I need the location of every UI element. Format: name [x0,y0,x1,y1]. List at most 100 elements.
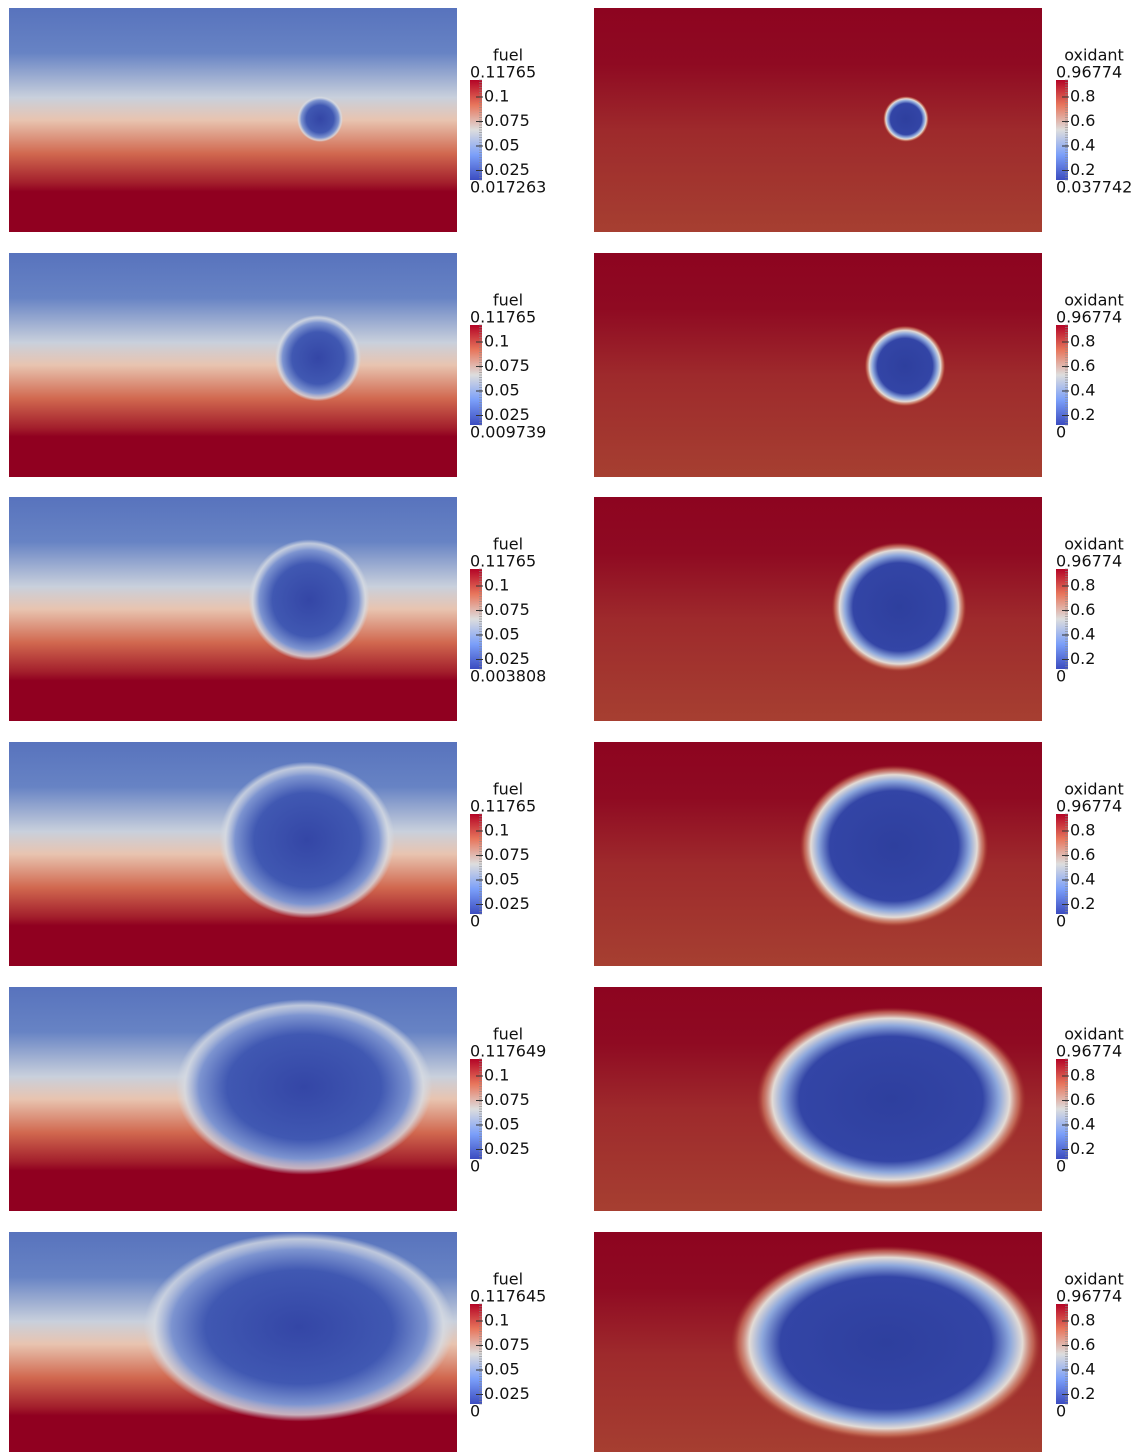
colorbar-max: 0.96774 [1056,797,1122,816]
colorbar-max: 0.11765 [470,797,536,816]
colorbar-max: 0.117645 [470,1287,546,1306]
colorbar-tick-label: 0.2 [1070,160,1095,179]
colorbar-tick-label: 0.2 [1070,649,1095,668]
colorbar-max: 0.96774 [1056,1287,1122,1306]
colorbar-tick-label: 0.6 [1070,845,1095,864]
colorbar-tick-label: 0.1 [484,87,509,106]
colorbar-tick-label: 0.6 [1070,600,1095,619]
colorbar-tick-label: 0.4 [1070,1115,1095,1134]
colorbar-tick-label: 0.025 [484,894,530,913]
colorbar-min: 0.009739 [470,423,546,442]
colorbar-tick-label: 0.075 [484,1090,530,1109]
colorbar-tick-label: 0.6 [1070,111,1095,130]
colorbar-min: 0 [1056,423,1066,442]
colorbar-tick-label: 0.075 [484,111,530,130]
colorbar-max: 0.117649 [470,1042,546,1061]
oxidant-bubble [831,542,967,672]
oxidant-bubble [883,96,929,142]
colorbar-tick-label: 0.1 [484,1066,509,1085]
colorbar-tick-label: 0.025 [484,649,530,668]
colorbar-title: fuel [493,780,523,799]
colorbar-title: fuel [493,1025,523,1044]
colorbar-title: fuel [493,1270,523,1289]
colorbar-tick-label: 0.05 [484,870,520,889]
colorbar-tick-label: 0.8 [1070,576,1095,595]
colorbar-tick-label: 0.075 [484,1335,530,1354]
colorbar-tick-label: 0.6 [1070,356,1095,375]
colorbar-tick-label: 0.05 [484,1115,520,1134]
oxidant-field [594,497,1042,721]
oxidant-bubble [756,1007,1026,1191]
colorbar-tick-label: 0.05 [484,1360,520,1379]
colorbar-tick-label: 0.2 [1070,894,1095,913]
colorbar-title: oxidant [1064,291,1124,310]
colorbar-tick-label: 0.4 [1070,136,1095,155]
colorbar-title: oxidant [1064,1025,1124,1044]
colorbar-min: 0.003808 [470,667,546,686]
colorbar-max: 0.96774 [1056,552,1122,571]
colorbar-max: 0.96774 [1056,308,1122,327]
colorbar-tick-label: 0.1 [484,332,509,351]
colorbar-max: 0.96774 [1056,1042,1122,1061]
fuel-bubble [219,761,395,919]
colorbar-max: 0.11765 [470,308,536,327]
colorbar-tick-label: 0.05 [484,136,520,155]
colorbar-tick-label: 0.025 [484,160,530,179]
colorbar-tick-label: 0.1 [484,1311,509,1330]
colorbar-max: 0.11765 [470,552,536,571]
fuel-bubble [248,539,370,661]
colorbar-tick-label: 0.8 [1070,1066,1095,1085]
colorbar-tick-label: 0.8 [1070,821,1095,840]
colorbar-tick-label: 0.075 [484,356,530,375]
colorbar-title: fuel [493,46,523,65]
colorbar-tick-label: 0.025 [484,1384,530,1403]
colorbar-tick-label: 0.1 [484,821,509,840]
oxidant-field [594,253,1042,477]
colorbar-max: 0.11765 [470,63,536,82]
colorbar-min: 0 [1056,912,1066,931]
fuel-field [9,8,457,232]
colorbar-max: 0.96774 [1056,63,1122,82]
colorbar-tick-label: 0.4 [1070,381,1095,400]
colorbar-min: 0 [470,1157,480,1176]
fuel-bubble [175,999,433,1175]
colorbar-tick-label: 0.8 [1070,87,1095,106]
colorbar-tick-label: 0.8 [1070,1311,1095,1330]
oxidant-bubble [799,765,989,927]
colorbar-tick-label: 0.075 [484,600,530,619]
colorbar-tick-label: 0.4 [1070,625,1095,644]
colorbar-title: fuel [493,535,523,554]
colorbar-tick-label: 0.2 [1070,405,1095,424]
colorbar-tick-label: 0.4 [1070,870,1095,889]
colorbar-min: 0 [1056,667,1066,686]
fuel-field [9,497,457,721]
fuel-bubble [143,1232,455,1422]
oxidant-bubble [730,1245,1042,1441]
colorbar-tick-label: 0.075 [484,845,530,864]
colorbar-tick-label: 0.4 [1070,1360,1095,1379]
colorbar-min: 0 [1056,1157,1066,1176]
colorbar-tick-label: 0.025 [484,1139,530,1158]
colorbar-tick-label: 0.8 [1070,332,1095,351]
colorbar-tick-label: 0.2 [1070,1384,1095,1403]
colorbar-title: fuel [493,291,523,310]
fuel-bubble [274,314,362,402]
colorbar-tick-label: 0.05 [484,625,520,644]
colorbar-tick-label: 0.025 [484,405,530,424]
colorbar-tick-label: 0.05 [484,381,520,400]
fuel-bubble [297,96,343,142]
colorbar-min: 0.037742 [1056,178,1132,197]
colorbar-title: oxidant [1064,535,1124,554]
fuel-field [9,253,457,477]
colorbar-title: oxidant [1064,1270,1124,1289]
colorbar-tick-label: 0.6 [1070,1090,1095,1109]
colorbar-title: oxidant [1064,46,1124,65]
colorbar-min: 0 [1056,1402,1066,1421]
oxidant-bubble [864,325,946,407]
colorbar-tick-label: 0.1 [484,576,509,595]
oxidant-field [594,8,1042,232]
colorbar-min: 0.017263 [470,178,546,197]
colorbar-tick-label: 0.6 [1070,1335,1095,1354]
colorbar-tick-label: 0.2 [1070,1139,1095,1158]
